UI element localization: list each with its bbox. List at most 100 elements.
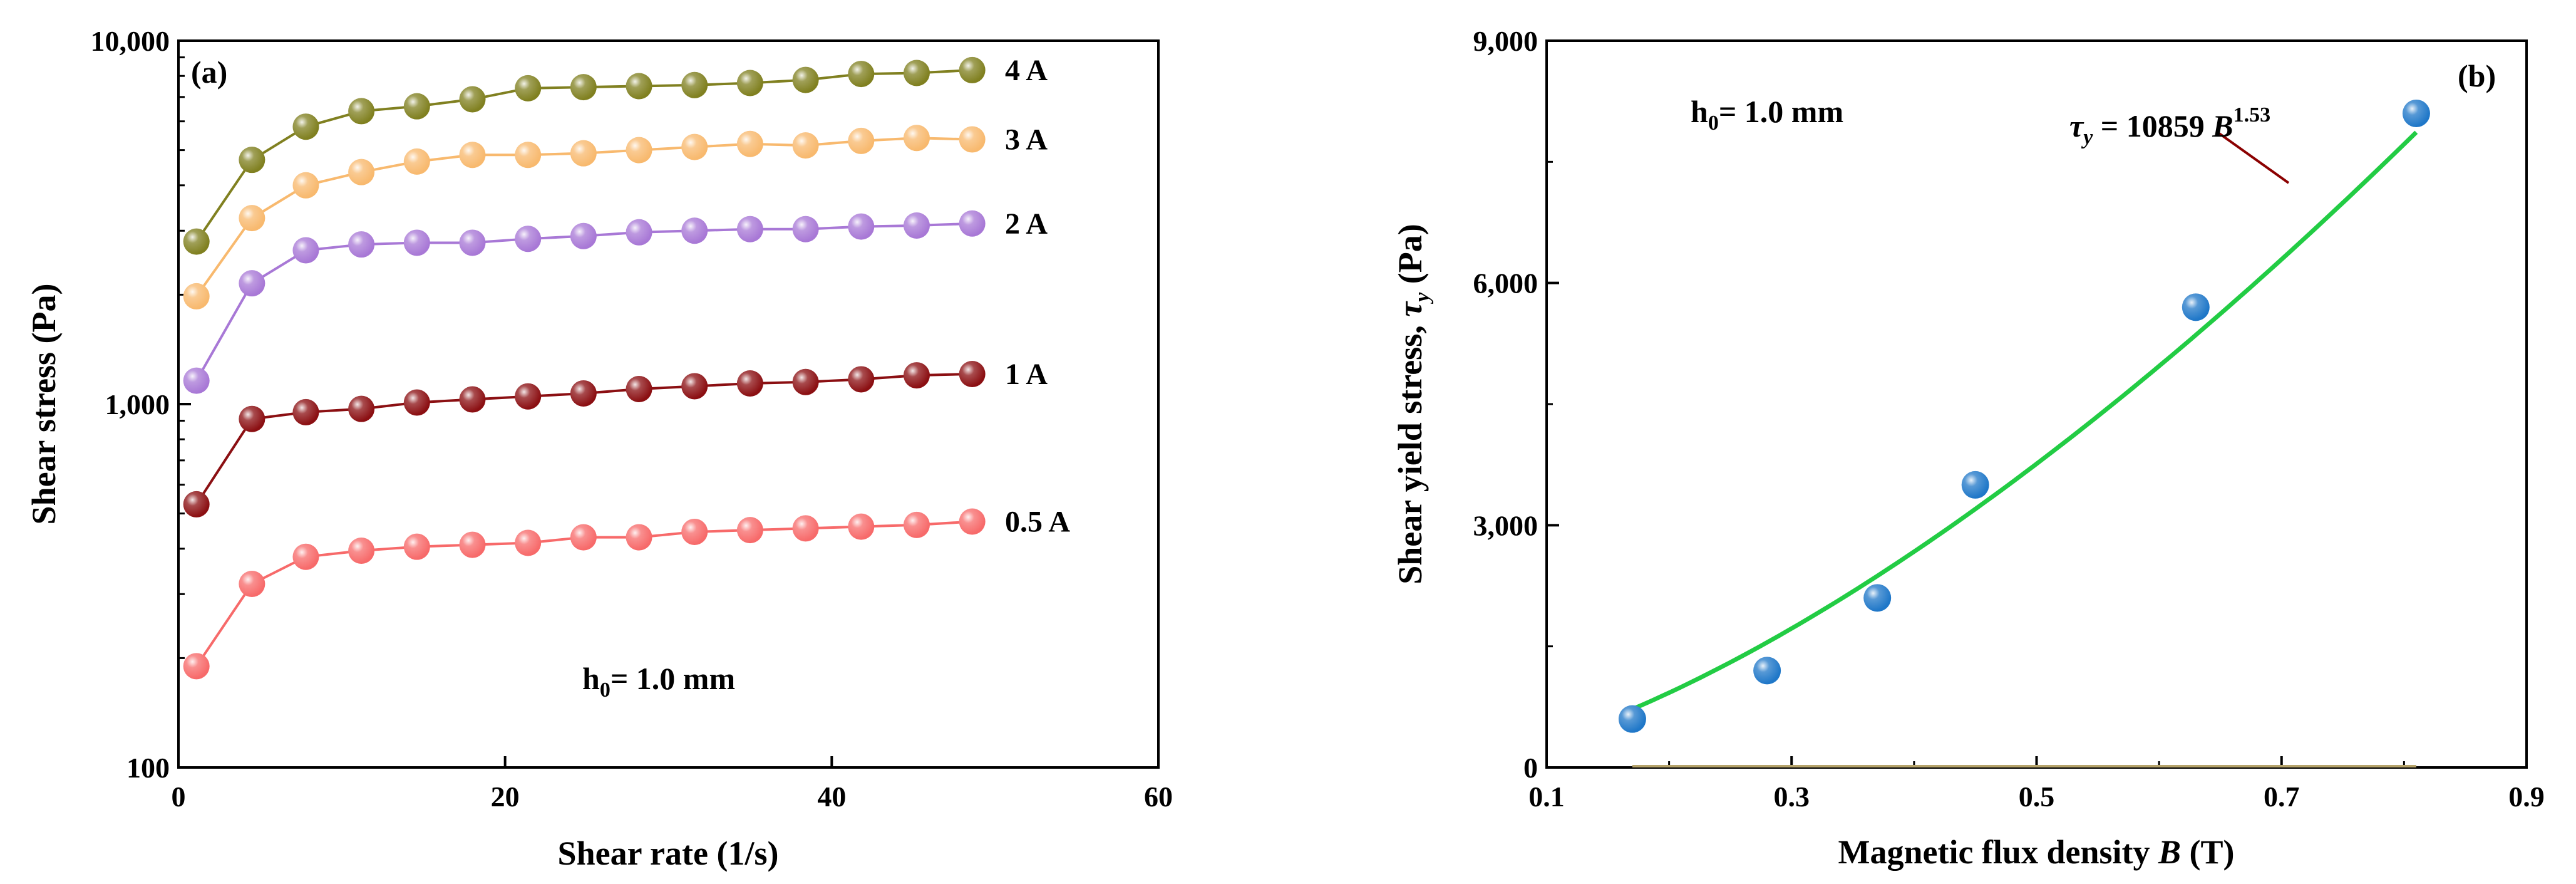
panel-a-point-shine — [515, 529, 542, 556]
panel-a-point-shine — [239, 571, 265, 598]
panel-a-series-label: 1 A — [1005, 358, 1048, 391]
panel-a-point-shine — [292, 398, 319, 425]
panel-a-point-shine — [459, 229, 486, 256]
panel-b-y-tick-label: 9,000 — [1473, 25, 1538, 57]
panel-a-series-label: 0.5 A — [1005, 506, 1070, 539]
panel-a-y-axis-label: Shear stress (Pa) — [25, 284, 63, 525]
panel-a-data-point — [736, 517, 763, 544]
panel-a-point-shine — [183, 283, 210, 309]
panel-a-point-shine — [459, 531, 486, 558]
panel-b-xlabel-unit: (T) — [2181, 833, 2234, 871]
panel-a-point-shine — [792, 515, 819, 542]
panel-b-point-shine — [1961, 471, 1989, 499]
panel-b-ylabel-var: τ — [1391, 301, 1429, 317]
panel-a-point-shine — [515, 142, 542, 169]
panel-a-data-point — [903, 125, 930, 152]
panel-a-series — [183, 56, 986, 680]
panel-a-point-shine — [292, 543, 319, 570]
panel-a-data-point — [183, 367, 210, 394]
panel-a-point-shine — [348, 231, 375, 258]
panel-a-gap-annotation: h0= 1.0 mm — [582, 661, 735, 702]
panel-a-data-point — [681, 518, 708, 545]
panel-b-data-point — [1863, 584, 1892, 612]
panel-b-fit-pointer — [2215, 130, 2290, 184]
panel-b-gap-annotation: h0= 1.0 mm — [1691, 94, 1843, 135]
panel-a-data-point — [515, 383, 542, 410]
panel-a-y-tick-label: 100 — [126, 752, 170, 784]
panel-a-point-shine — [626, 219, 652, 246]
panel-a-data-point — [515, 226, 542, 252]
panel-a-chart: 0 20 40 60 100 1,000 10,000 4 A 3 A 2 A 1 A 0.5 A… — [25, 25, 1173, 872]
panel-a-data-point — [292, 172, 319, 199]
panel-a-point-shine — [681, 518, 708, 545]
panel-a-series-label: 3 A — [1005, 123, 1048, 157]
panel-a-data-point — [459, 142, 486, 169]
panel-a-point-shine — [848, 61, 875, 88]
panel-a-point-shine — [848, 513, 875, 540]
fit-eq-var: B — [2212, 108, 2233, 143]
panel-a-data-point — [959, 56, 986, 83]
panel-b-data-point — [1618, 705, 1646, 733]
panel-a-point-shine — [959, 126, 986, 153]
panel-a-x-tick-label: 60 — [1144, 781, 1173, 813]
panel-a-point-shine — [292, 172, 319, 199]
panel-a-data-point — [348, 395, 375, 422]
panel-a-point-shine — [848, 127, 875, 154]
panel-a-point-shine — [681, 71, 708, 98]
panel-b-ylabel-unit: (Pa) — [1391, 224, 1429, 292]
panel-b-annotation-sub: 0 — [1708, 112, 1719, 135]
panel-b-annotation-h: h — [1691, 94, 1708, 129]
panel-a-data-point — [681, 217, 708, 244]
panel-a-point-shine — [403, 389, 430, 416]
panel-a-data-point — [848, 513, 875, 540]
panel-a-data-point — [459, 386, 486, 413]
panel-a-data-point — [183, 283, 210, 309]
panel-a-point-shine — [183, 228, 210, 255]
panel-a-x-axis-label: Shear rate (1/s) — [558, 835, 779, 872]
panel-b-y-tick-label: 3,000 — [1473, 509, 1538, 541]
panel-b-x-axis-label: Magnetic flux density B (T) — [1838, 833, 2235, 871]
panel-a-data-point — [792, 216, 819, 242]
panel-a-annotation-h: h — [582, 661, 600, 696]
panel-a-data-point — [626, 375, 652, 402]
panel-a-data-point — [183, 491, 210, 517]
panel-b-fit-curve — [1631, 130, 2418, 712]
panel-a-data-point — [848, 61, 875, 88]
panel-a-point-shine — [239, 147, 265, 174]
panel-a-point-shine — [570, 222, 597, 249]
panel-a-point-shine — [903, 125, 930, 152]
panel-a-point-shine — [903, 511, 930, 538]
panel-a-data-point — [183, 653, 210, 680]
panel-b-frame — [1545, 39, 2528, 769]
panel-a-point-shine — [239, 405, 265, 432]
panel-b-label: (b) — [2458, 58, 2496, 93]
panel-a-data-point — [239, 270, 265, 297]
panel-a-point-shine — [348, 159, 375, 185]
panel-a-data-point — [792, 66, 819, 93]
panel-b-y-tick-label: 0 — [1523, 752, 1538, 784]
panel-a-point-shine — [626, 73, 652, 100]
panel-a-data-point — [570, 222, 597, 249]
panel-a-point-shine — [736, 130, 763, 157]
panel-a-point-shine — [792, 216, 819, 242]
panel-a-data-point — [903, 212, 930, 239]
panel-a-point-shine — [403, 229, 430, 256]
panel-a-point-shine — [570, 380, 597, 407]
panel-a-data-point — [292, 543, 319, 570]
panel-a-data-point — [792, 368, 819, 395]
panel-a-data-point — [626, 219, 652, 246]
panel-a-data-point — [239, 571, 265, 598]
panel-b-x-tick-label: 0.9 — [2508, 781, 2545, 813]
panel-b-data-point — [1961, 471, 1989, 499]
panel-b-xlabel-main: Magnetic flux density — [1838, 833, 2158, 871]
panel-a-data-point — [570, 74, 597, 101]
panel-a-y-tick-label: 10,000 — [91, 25, 170, 57]
panel-a-data-point — [959, 360, 986, 387]
panel-a-point-shine — [570, 74, 597, 101]
panel-a-point-shine — [626, 524, 652, 551]
panel-a-point-shine — [681, 373, 708, 400]
panel-a-data-point — [403, 93, 430, 120]
panel-b-point-shine — [2182, 293, 2210, 321]
panel-a-data-point — [348, 537, 375, 564]
panel-a-point-shine — [736, 216, 763, 242]
